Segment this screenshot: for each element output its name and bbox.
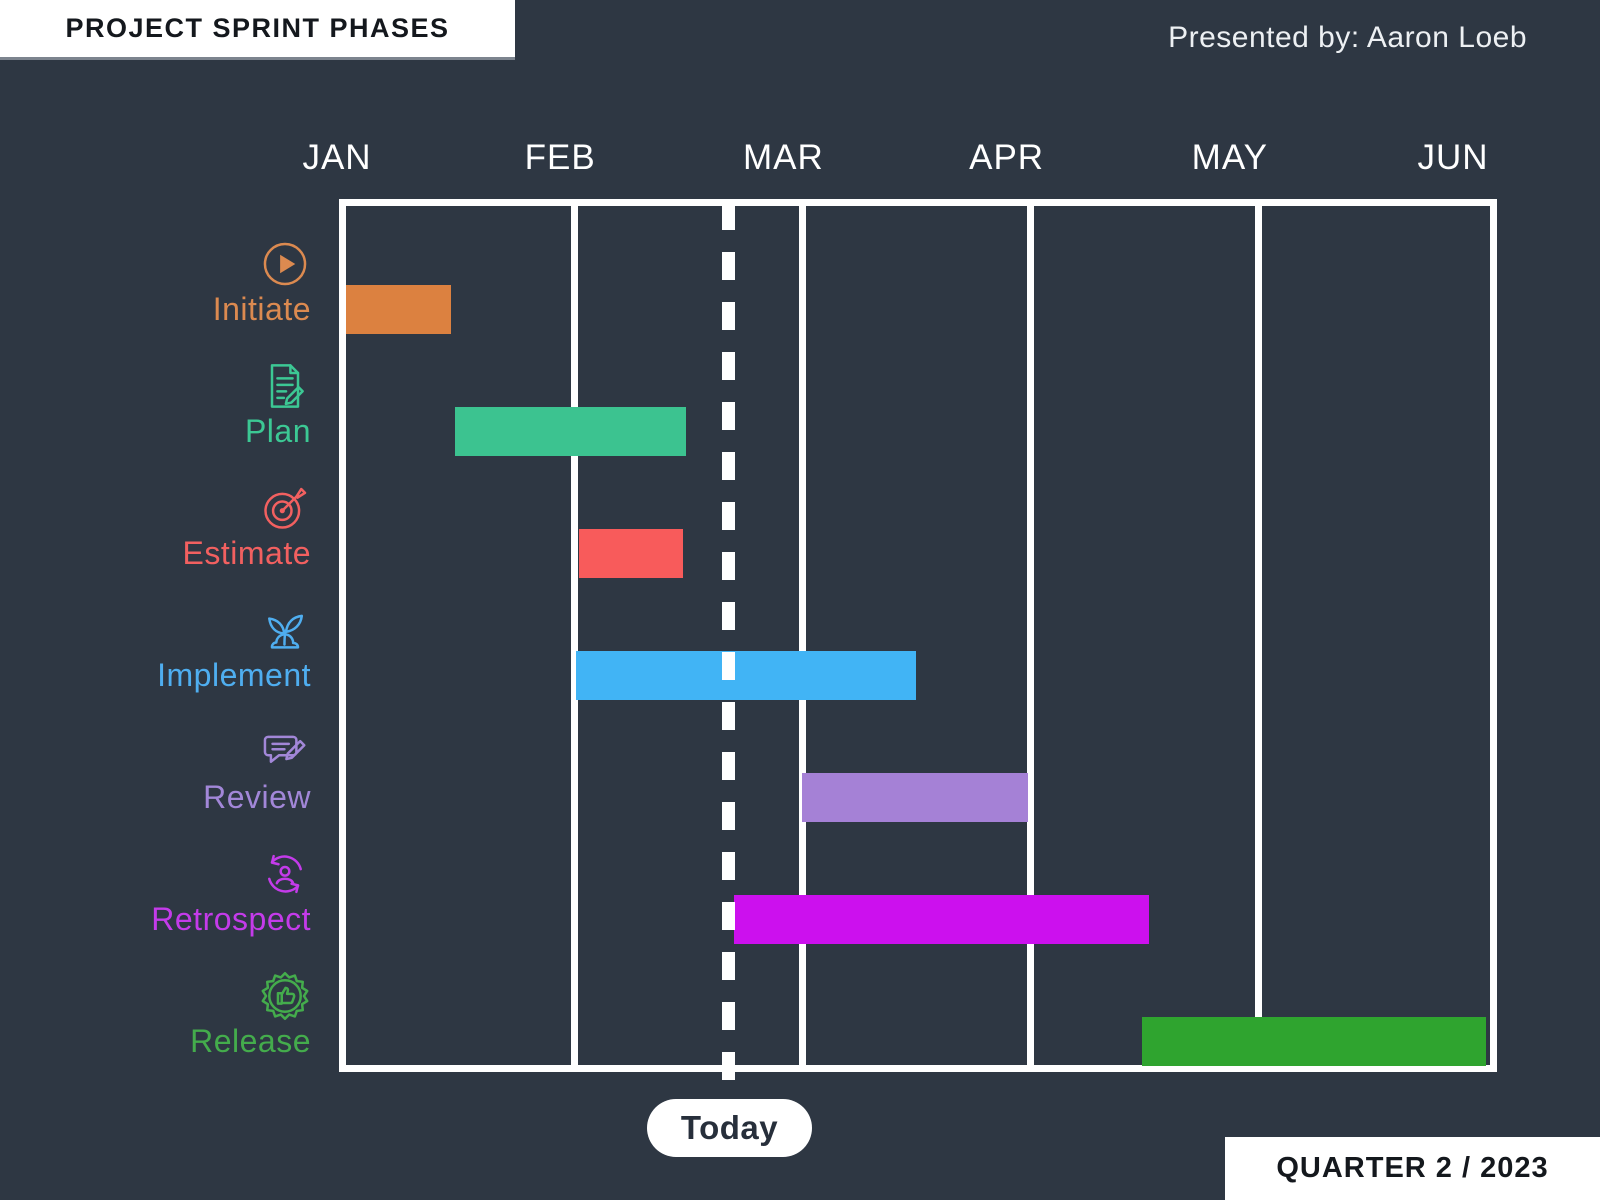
task-row-release: Release bbox=[190, 970, 311, 1060]
month-label: MAR bbox=[743, 138, 824, 177]
month-gridline bbox=[1254, 206, 1262, 1065]
task-bar-review bbox=[802, 773, 1028, 822]
task-row-implement: Implement bbox=[157, 604, 311, 694]
task-bar-initiate bbox=[346, 285, 451, 334]
task-bar-estimate bbox=[578, 529, 684, 578]
task-label: Plan bbox=[244, 413, 311, 449]
month-label: JAN bbox=[302, 138, 372, 177]
month-label: FEB bbox=[524, 138, 596, 177]
plot-area bbox=[339, 199, 1497, 1072]
month-label: APR bbox=[969, 138, 1045, 177]
sprout-icon bbox=[259, 604, 311, 656]
task-label: Release bbox=[190, 1023, 311, 1059]
task-row-initiate: Initiate bbox=[213, 238, 311, 328]
cycle-person-icon bbox=[259, 848, 311, 900]
today-marker-line bbox=[722, 202, 735, 1099]
task-row-review: Review bbox=[203, 726, 311, 816]
quarter-box: QUARTER 2 / 2023 bbox=[1225, 1137, 1600, 1200]
chat-pencil-icon bbox=[259, 726, 311, 778]
task-row-plan: Plan bbox=[245, 360, 311, 450]
month-gridline bbox=[1026, 206, 1034, 1065]
page-title: PROJECT SPRINT PHASES bbox=[65, 13, 450, 43]
quarter-label: QUARTER 2 / 2023 bbox=[1276, 1152, 1549, 1184]
target-dart-icon bbox=[259, 482, 311, 534]
task-label: Review bbox=[203, 779, 311, 815]
task-row-estimate: Estimate bbox=[183, 482, 311, 572]
task-bar-plan bbox=[455, 407, 686, 456]
today-badge-label: Today bbox=[680, 1109, 779, 1146]
month-gridline bbox=[570, 206, 578, 1065]
today-badge: Today bbox=[647, 1099, 812, 1157]
task-row-retrospect: Retrospect bbox=[151, 848, 311, 938]
task-label: Estimate bbox=[182, 535, 311, 571]
task-label: Retrospect bbox=[151, 901, 311, 937]
badge-thumbs-up-icon bbox=[259, 970, 311, 1022]
task-bar-retrospect bbox=[733, 895, 1149, 944]
play-circle-icon bbox=[259, 238, 311, 290]
month-label: MAY bbox=[1191, 138, 1268, 177]
presented-by-text: Presented by: Aaron Loeb bbox=[1168, 21, 1527, 54]
month-gridline bbox=[798, 206, 806, 1065]
task-label: Implement bbox=[157, 657, 311, 693]
task-bar-release bbox=[1141, 1017, 1486, 1066]
task-bar-implement bbox=[576, 651, 916, 700]
title-box: PROJECT SPRINT PHASES bbox=[0, 0, 515, 57]
document-pencil-icon bbox=[259, 360, 311, 412]
task-label: Initiate bbox=[212, 291, 311, 327]
month-label: JUN bbox=[1417, 138, 1489, 177]
